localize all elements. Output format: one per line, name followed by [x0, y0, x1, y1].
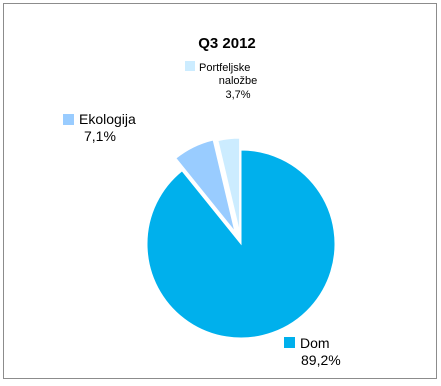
pie-slice-dom — [146, 149, 336, 339]
chart-title: Q3 2012 — [198, 35, 256, 52]
slice-name-portfeljske-line1: Portfeljske — [199, 62, 250, 74]
slice-name-dom: Dom — [300, 335, 330, 351]
legend-marker-portfeljske — [185, 61, 195, 71]
slice-value-portfeljske: 3,7% — [225, 89, 250, 101]
chart-frame: Q3 2012 Dom 89,2% Ekologija 7,1% Portfel… — [3, 3, 437, 379]
slice-name-ekologija: Ekologija — [79, 111, 136, 127]
legend-marker-dom — [284, 337, 295, 348]
pie-slices — [146, 137, 336, 339]
slice-value-dom: 89,2% — [301, 352, 341, 368]
pie-slice-ekologija — [175, 139, 236, 232]
slice-name-portfeljske-line2: naložbe — [219, 75, 258, 87]
pie-chart: Q3 2012 Dom 89,2% Ekologija 7,1% Portfel… — [63, 35, 341, 368]
slice-value-ekologija: 7,1% — [84, 128, 116, 144]
legend-marker-ekologija — [63, 114, 74, 125]
pie-slice-portfeljske — [217, 137, 241, 233]
